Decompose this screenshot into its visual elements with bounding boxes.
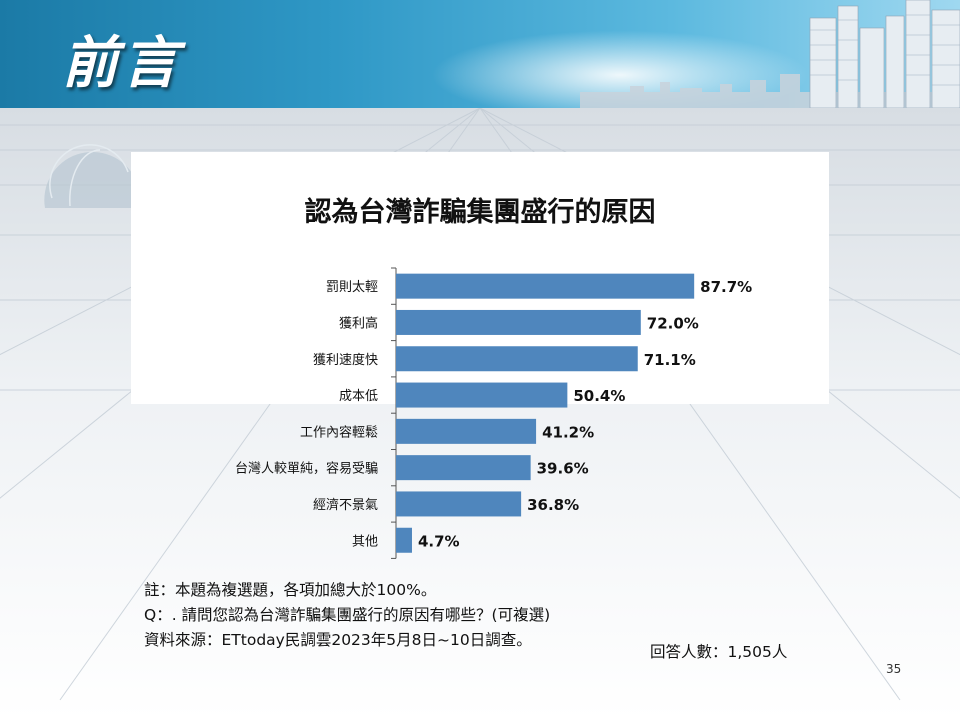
bar	[396, 273, 695, 299]
category-label: 工作內容輕鬆	[300, 424, 378, 440]
respondents-text: 回答人數：1,505人	[650, 643, 788, 661]
category-label: 成本低	[339, 389, 378, 404]
question-text: Q：. 請問您認為台灣詐騙集團盛行的原因有哪些？(可複選)	[144, 606, 551, 624]
chart-title: 認為台灣詐騙集團盛行的原因	[304, 197, 656, 228]
bar	[396, 309, 641, 335]
bar	[396, 382, 568, 408]
bar	[396, 527, 412, 553]
category-label: 獲利速度快	[313, 352, 378, 368]
data-label: 87.7%	[700, 278, 752, 296]
bar	[396, 346, 638, 372]
note-text: 註：本題為複選題，各項加總大於100%。	[144, 581, 437, 599]
globe-decoration	[44, 144, 135, 208]
data-label: 39.6%	[537, 460, 589, 478]
page-title: 前言	[62, 31, 182, 96]
data-label: 72.0%	[647, 314, 699, 332]
data-label: 41.2%	[542, 423, 594, 441]
bar	[396, 418, 537, 444]
data-label: 50.4%	[573, 387, 625, 405]
slide-header: 前言	[0, 0, 960, 108]
data-label: 36.8%	[527, 496, 579, 514]
category-label: 獲利高	[339, 315, 378, 331]
bar	[396, 455, 531, 481]
category-label: 其他	[352, 534, 378, 549]
chart-notes: 註：本題為複選題，各項加總大於100%。 Q：. 請問您認為台灣詐騙集團盛行的原…	[144, 578, 550, 653]
category-label: 台灣人較單純，容易受騙	[235, 461, 378, 477]
category-label: 經濟不景氣	[313, 497, 378, 513]
data-label: 4.7%	[418, 532, 460, 550]
page-number: 35	[886, 662, 902, 676]
bar	[396, 491, 522, 517]
data-label: 71.1%	[644, 351, 696, 369]
category-label: 罰則太輕	[326, 280, 378, 295]
city-skyline-image	[580, 0, 960, 108]
source-text: 資料來源：ETtoday民調雲2023年5月8日~10日調查。	[144, 631, 532, 649]
